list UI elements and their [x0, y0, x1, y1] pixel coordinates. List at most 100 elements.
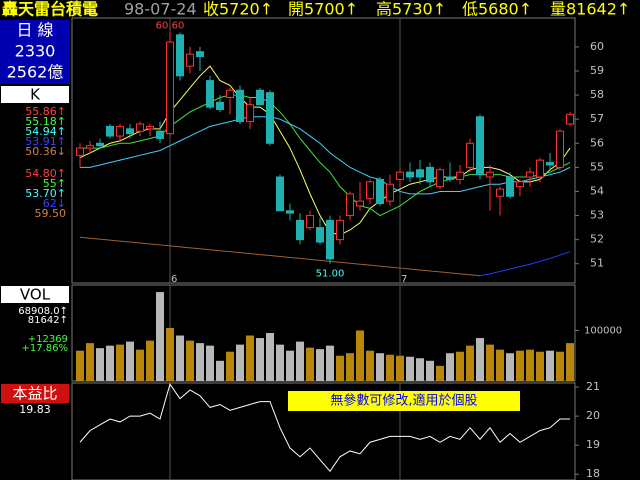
candle-body	[86, 145, 94, 149]
annotation: 60.60	[156, 20, 185, 31]
candle-body	[226, 89, 234, 99]
volume-bar	[186, 340, 194, 381]
candle-body	[276, 176, 284, 212]
volume-bar	[496, 349, 504, 381]
ma-line	[79, 236, 481, 277]
pe-box	[1, 384, 69, 403]
note-box	[288, 391, 520, 411]
volume-bar	[406, 356, 414, 381]
volume-bar	[206, 345, 214, 381]
volume-bar	[146, 340, 154, 381]
candle-body	[156, 130, 164, 139]
vol-value: 81642↑	[28, 315, 68, 326]
ma-value: 54.80↑	[25, 167, 66, 180]
candle-body	[446, 176, 454, 180]
y-tick-label: 56	[590, 136, 604, 149]
annotation: 51.00	[316, 269, 345, 280]
candle-body	[76, 147, 84, 156]
candle-body	[546, 162, 554, 166]
y-tick-label: 18	[586, 467, 600, 480]
volume-bar	[166, 327, 174, 381]
volume-bar	[256, 338, 264, 381]
volume-bar	[456, 351, 464, 381]
main-frame	[71, 17, 576, 284]
volume-bar	[296, 341, 304, 381]
y-tick-label: 21	[586, 380, 600, 393]
volume-bar	[526, 349, 534, 381]
volume-bar	[236, 344, 244, 381]
candle-body	[286, 210, 294, 214]
candle-body	[426, 166, 434, 183]
ma-value: 54.94↑	[25, 125, 66, 138]
y-tick-label: 51	[590, 257, 604, 270]
volume-bar	[556, 351, 564, 381]
volume-bar	[326, 345, 334, 381]
candle-body	[136, 123, 144, 132]
vol-label: VOL	[20, 286, 51, 304]
candle-body	[386, 183, 394, 202]
ma-value: 59.50	[35, 207, 67, 220]
volume: 量81642↑	[550, 0, 630, 19]
volume-bar	[476, 338, 484, 381]
pe-value: 19.83	[19, 403, 51, 416]
k-label: K	[30, 86, 41, 104]
candle-body	[96, 142, 104, 147]
candle-body	[206, 80, 214, 108]
candle-body	[106, 125, 114, 137]
candle-body	[266, 92, 274, 144]
volume-bar	[386, 354, 394, 381]
code: 2330	[15, 42, 56, 61]
candle-body	[236, 89, 244, 123]
volume-bar	[546, 350, 554, 381]
y-tick-label: 52	[590, 233, 604, 246]
volume-bar	[376, 353, 384, 381]
volume-bar	[156, 292, 164, 381]
open-price: 開5700↑	[288, 0, 358, 19]
y-tick-label: 60	[590, 40, 604, 53]
ma-value: 55.86↑	[25, 105, 66, 118]
candle-body	[416, 169, 424, 178]
high-price: 高5730↑	[376, 0, 446, 19]
ma-line	[479, 251, 571, 277]
volume-bar	[96, 348, 104, 381]
pe-label: 本益比	[12, 385, 57, 403]
candle-body	[186, 53, 194, 67]
candle-body	[506, 176, 514, 197]
volume-bar	[426, 360, 434, 381]
low-price: 低5680↑	[462, 0, 532, 19]
volume-bar	[336, 355, 344, 381]
y-tick-label: 19	[586, 438, 600, 451]
volume-bar	[536, 351, 544, 381]
ma-line	[79, 65, 571, 236]
ma-value: 62↓	[43, 197, 66, 210]
candle-body	[306, 215, 314, 229]
volume-bar	[306, 347, 314, 381]
pe-frame	[71, 382, 576, 480]
volume-bar	[316, 349, 324, 381]
volume-bar	[486, 344, 494, 381]
y-tick-label: 54	[590, 184, 604, 197]
cap: 2562億	[7, 63, 64, 82]
candle-body	[196, 51, 204, 58]
volume-bar	[516, 350, 524, 381]
volume-bar	[86, 343, 94, 381]
ma-line	[80, 94, 571, 217]
candle-body	[346, 193, 354, 217]
candle-body	[366, 181, 374, 200]
volume-bar	[346, 353, 354, 381]
candle-body	[326, 219, 334, 260]
ma-value: 53.91↑	[25, 135, 66, 148]
candle-body	[536, 159, 544, 178]
volume-bar	[366, 350, 374, 381]
volume-bar	[356, 330, 364, 381]
candle-body	[146, 125, 154, 130]
vol-value: 68908.0↑	[18, 306, 68, 317]
y-tick-label: 20	[586, 409, 600, 422]
y-tick-label: 53	[590, 209, 604, 222]
candle-body	[116, 125, 124, 137]
y-tick-label: 59	[590, 64, 604, 77]
candle-body	[516, 181, 524, 188]
volume-bar	[76, 350, 84, 381]
volume-bar	[466, 345, 474, 381]
candle-body	[406, 171, 414, 178]
